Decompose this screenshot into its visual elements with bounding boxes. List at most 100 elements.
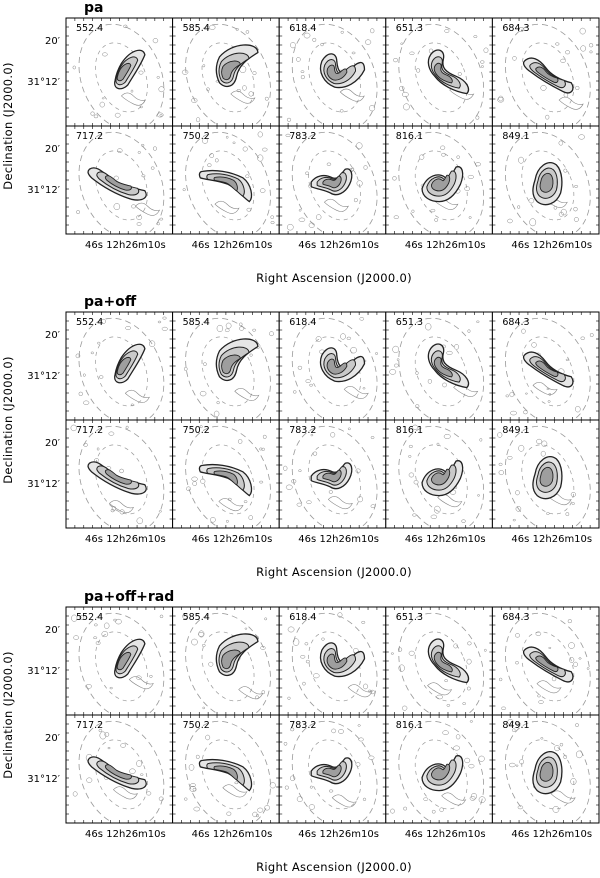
- noise-contour: [188, 764, 195, 771]
- noise-contour: [368, 689, 372, 693]
- noise-contour: [573, 217, 579, 222]
- noise-contour: [565, 358, 569, 361]
- noise-contour: [296, 57, 301, 62]
- x-tick-right: 12h26m10s: [319, 829, 378, 840]
- x-tick-right: 12h26m10s: [213, 240, 272, 251]
- emission-contours: [321, 348, 365, 382]
- noise-contour: [475, 162, 481, 167]
- noise-contour: [291, 479, 297, 484]
- contour-inner: [327, 65, 347, 80]
- emission-contours: [88, 168, 146, 200]
- noise-contour: [434, 218, 439, 222]
- noise-contour: [461, 519, 466, 523]
- noise-contour: [72, 791, 78, 797]
- emission-contours: [422, 167, 463, 202]
- noise-contour: [195, 754, 200, 759]
- noise-contour: [113, 618, 117, 622]
- noise-contour: [578, 134, 585, 140]
- noise-contour: [478, 755, 485, 762]
- noise-contour: [97, 341, 101, 345]
- group-title-1: pa+off: [84, 294, 137, 310]
- noise-contour: [464, 186, 470, 191]
- noise-contour: [125, 326, 131, 331]
- velocity-label: 684.3: [502, 23, 529, 34]
- noise-contour: [442, 730, 449, 736]
- velocity-label: 684.3: [502, 317, 529, 328]
- residual-contour: [109, 500, 135, 514]
- contour-inner: [540, 762, 553, 781]
- noise-contour: [586, 667, 590, 670]
- noise-contour: [246, 207, 252, 212]
- noise-contour: [193, 806, 201, 812]
- noise-contour: [152, 38, 159, 44]
- noise-contour: [442, 382, 447, 388]
- dashed-ellipse-outer: [398, 612, 485, 714]
- dashed-ellipse-outer: [291, 23, 378, 125]
- noise-contour: [202, 138, 209, 144]
- noise-contour: [245, 174, 250, 179]
- noise-contour: [401, 705, 408, 711]
- noise-contour: [570, 491, 576, 497]
- x-tick-left: 46s: [405, 240, 423, 251]
- noise-contour: [419, 154, 425, 160]
- noise-contour: [269, 782, 276, 789]
- noise-contour: [117, 148, 123, 153]
- velocity-label: 684.3: [502, 612, 529, 623]
- noise-contour: [351, 167, 355, 171]
- noise-contour: [149, 674, 153, 678]
- noise-contour: [200, 478, 206, 484]
- contour-inner: [431, 469, 449, 485]
- noise-contour: [555, 42, 560, 46]
- x-tick-right: 12h26m10s: [319, 534, 378, 545]
- x-tick-left: 46s: [85, 240, 103, 251]
- x-tick-right: 12h26m10s: [426, 240, 485, 251]
- noise-contour: [454, 344, 460, 350]
- noise-contour: [346, 336, 352, 340]
- noise-contour: [468, 216, 472, 219]
- noise-contour: [558, 211, 564, 217]
- noise-contour: [78, 391, 83, 396]
- noise-contour: [484, 648, 487, 652]
- noise-contour: [397, 647, 403, 652]
- dashed-ellipse-outer: [505, 425, 591, 527]
- noise-contour: [408, 455, 412, 458]
- noise-contour: [190, 783, 196, 788]
- noise-contour: [243, 500, 248, 504]
- noise-contour: [264, 805, 271, 811]
- noise-contour: [393, 215, 399, 219]
- dashed-ellipse-outer: [291, 317, 378, 419]
- noise-contour: [362, 683, 369, 690]
- emission-contours: [115, 639, 145, 678]
- residual-contour: [234, 387, 260, 401]
- noise-contour: [189, 785, 197, 792]
- noise-contour: [408, 444, 413, 448]
- emission-contours: [216, 339, 258, 381]
- noise-contour: [580, 336, 585, 340]
- dashed-ellipse-inner: [95, 150, 148, 221]
- noise-contour: [440, 145, 446, 150]
- dashed-ellipse-outer: [185, 425, 271, 527]
- noise-contour: [453, 643, 458, 649]
- y-tick-upper: 20′: [45, 36, 61, 47]
- noise-contour: [575, 750, 583, 759]
- noise-contour: [181, 69, 189, 75]
- noise-contour: [203, 362, 207, 366]
- noise-contour: [497, 432, 503, 438]
- noise-contour: [108, 431, 115, 436]
- noise-contour: [355, 142, 363, 150]
- noise-contour: [209, 24, 216, 30]
- contour-inner: [214, 177, 237, 191]
- noise-contour: [338, 729, 344, 734]
- channel-panel-552.4: 552.4: [65, 606, 174, 716]
- noise-contour: [305, 379, 311, 383]
- residual-contour: [135, 202, 161, 216]
- x-tick-right: 12h26m10s: [533, 829, 592, 840]
- x-tick-left: 46s: [85, 829, 103, 840]
- noise-contour: [158, 510, 162, 513]
- noise-contour: [225, 135, 229, 139]
- emission-contours: [88, 462, 146, 494]
- group-title-0: pa: [84, 0, 103, 16]
- residual-contour: [120, 92, 146, 106]
- noise-contour: [159, 114, 163, 117]
- noise-contour: [476, 320, 480, 323]
